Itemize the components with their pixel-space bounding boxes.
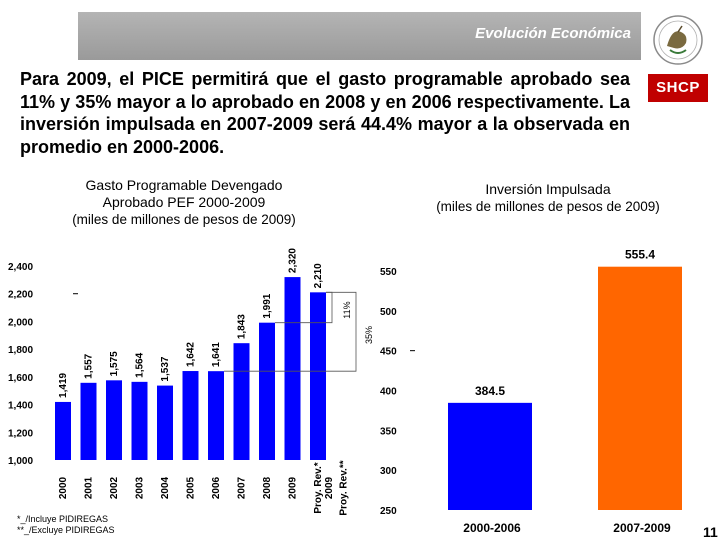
footnotes: *_/Incluye PIDIREGAS **_/Excluye PIDIREG… [17, 514, 115, 536]
inversion-impulsada-chart: 250 300 350 400 450 500 550 384.5 2000-2006 555.4… [380, 250, 682, 535]
bar-value-label: 1,991 [262, 293, 273, 318]
y-tick-label: 1,000 [8, 456, 33, 467]
bar-proy-rev-2009 [310, 292, 326, 460]
x-tick-label: 2007 [237, 476, 248, 499]
y-tick-label: 1,600 [8, 373, 33, 384]
x-tick-label: 2004 [160, 476, 171, 499]
right-chart-title: Inversión Impulsada [485, 181, 611, 197]
bar-2000 [55, 401, 71, 460]
x-tick-label: 2009 [324, 476, 335, 499]
x-tick-label: 2009 [288, 476, 299, 499]
y-tick-label: 2,000 [8, 317, 33, 328]
x-tick-label: Proy. Rev.* [313, 462, 324, 513]
x-tick-label: 2003 [135, 476, 146, 499]
bar-value-label: 1,575 [109, 351, 120, 376]
bar-value-label: 1,419 [58, 372, 69, 397]
bar-value-label: 1,642 [186, 342, 197, 367]
page-number: 11 [703, 524, 718, 540]
bar-2009 [284, 277, 301, 460]
left-chart-subtitle: Aprobado PEF 2000-2009 [102, 194, 266, 210]
bar-2004 [157, 385, 173, 460]
y-tick-label: 2,200 [8, 290, 33, 301]
x-tick-label: 2001 [84, 476, 95, 499]
y-tick-label: 400 [380, 387, 397, 398]
bar-2007 [233, 343, 250, 460]
x-tick-label: 2005 [186, 476, 197, 499]
y-tick-label: 500 [380, 307, 397, 318]
bar-2003 [131, 381, 148, 460]
bar-2007-2009 [598, 266, 682, 510]
x-tick-label: 2006 [211, 476, 222, 499]
footnote-2: **_/Excluye PIDIREGAS [17, 525, 115, 535]
footnote-1: *_/Incluye PIDIREGAS [17, 514, 109, 524]
bar-2001 [80, 382, 97, 460]
x-tick-label: 2008 [262, 476, 273, 499]
y-tick-label: 300 [380, 466, 397, 477]
y-tick-label: 1,200 [8, 428, 33, 439]
x-tick-label: Proy. Rev.** [339, 460, 350, 515]
bar-value-label: 1,564 [135, 352, 146, 377]
header-title: Evolución Económica [475, 25, 631, 42]
y-tick-label: 2,400 [8, 262, 33, 273]
right-chart-title-block: Inversión Impulsada (miles de millones d… [398, 181, 698, 215]
x-tick-label: 2000-2006 [463, 521, 521, 535]
bar-2000-2006 [448, 402, 532, 510]
bar-2002 [106, 380, 122, 460]
bar-2005 [182, 371, 199, 460]
bar-value-label: 1,537 [160, 356, 171, 381]
y-tick-label: 550 [380, 267, 397, 278]
annotation-bracket-35 [224, 291, 357, 372]
bar-value-label: 2,320 [288, 248, 299, 273]
header-bar: Evolución Económica [78, 12, 641, 60]
left-chart-title: Gasto Programable Devengado [85, 177, 283, 193]
bar-value-label: 1,843 [237, 314, 248, 339]
x-tick-label: 2007-2009 [613, 521, 671, 535]
y-tick-label: 1,800 [8, 345, 33, 356]
mexican-seal-icon [648, 12, 708, 68]
left-chart-title-block: Gasto Programable Devengado Aprobado PEF… [40, 177, 328, 228]
y-tick-label: 350 [380, 426, 397, 437]
y-tick-label: 450 [380, 347, 397, 358]
annotation-label-35: 35% [364, 326, 374, 344]
x-tick-label: 2002 [109, 476, 120, 499]
x-tick-label: 2000 [58, 476, 69, 499]
shcp-logo: SHCP [648, 74, 708, 102]
bar-value-label: 1,641 [211, 342, 222, 367]
headline-text: Para 2009, el PICE permitirá que el gast… [20, 69, 630, 157]
bar-2006 [208, 371, 224, 460]
y-tick-label: 250 [380, 506, 397, 517]
gasto-programable-chart: 1,000 1,200 1,400 1,600 1,800 2,000 2,200 2,400… [8, 248, 374, 516]
bar-value-label: 384.5 [475, 384, 505, 398]
annotation-label-11: 11% [342, 301, 352, 318]
bar-value-label: 2,210 [313, 263, 324, 288]
left-chart-units: (miles de millones de pesos de 2009) [72, 212, 296, 227]
bar-2008 [259, 322, 275, 460]
right-chart-units: (miles de millones de pesos de 2009) [436, 199, 660, 214]
y-tick-label: 1,400 [8, 401, 33, 412]
bar-value-label: 555.4 [625, 250, 655, 262]
bar-value-label: 1,557 [84, 353, 95, 378]
